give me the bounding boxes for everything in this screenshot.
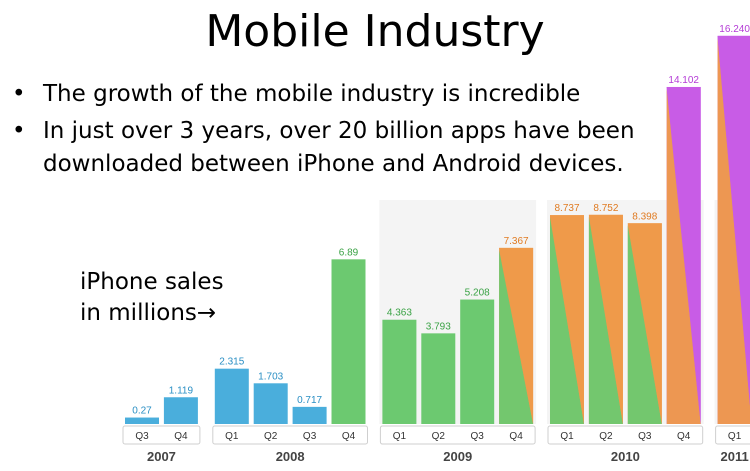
quarter-tick-label: Q1 — [728, 431, 742, 442]
bullet-text: In just over 3 years, over 20 billion ap… — [43, 118, 635, 177]
quarter-tick-label: Q3 — [303, 431, 317, 442]
bar-value-label: 0.27 — [132, 406, 152, 417]
quarter-tick-label: Q4 — [342, 431, 356, 442]
quarter-tick-label: Q1 — [225, 431, 239, 442]
year-label: 2011 — [720, 449, 748, 464]
bar-diagonal-overlay — [717, 35, 750, 406]
bullet-item: • In just over 3 years, over 20 billion … — [8, 115, 648, 181]
bar-value-label: 6.89 — [339, 247, 359, 258]
bar-value-label: 8.398 — [632, 211, 657, 222]
bar — [331, 259, 366, 424]
quarter-tick-label: Q2 — [599, 431, 613, 442]
quarter-tick-label: Q2 — [264, 431, 278, 442]
bullet-list: • The growth of the mobile industry is i… — [8, 78, 648, 185]
chart-side-label-line2: in millions→ — [80, 300, 217, 326]
quarter-tick-label: Q1 — [393, 431, 407, 442]
bar-value-label: 2.315 — [219, 357, 244, 368]
bullet-dot-icon: • — [12, 118, 26, 144]
chart-side-label-line1: iPhone sales — [80, 269, 224, 295]
quarter-tick-label: Q2 — [432, 431, 446, 442]
bar — [253, 383, 288, 424]
bullet-text: The growth of the mobile industry is inc… — [43, 81, 581, 107]
bar-diagonal-fill — [588, 216, 623, 424]
bar-value-label: 5.208 — [465, 288, 490, 299]
quarter-axis-box — [212, 425, 368, 445]
bar-diagonal-overlay — [499, 247, 534, 424]
bullet-item: • The growth of the mobile industry is i… — [8, 78, 648, 111]
bar-diagonal-fill — [627, 225, 662, 424]
quarter-axis-box — [715, 425, 750, 445]
bar-value-label: 14.102 — [668, 75, 699, 86]
bar — [292, 406, 327, 424]
quarter-tick-label: Q1 — [560, 431, 574, 442]
quarter-tick-label: Q4 — [174, 431, 188, 442]
quarter-axis-box — [379, 425, 536, 445]
year-label: 2008 — [276, 449, 305, 464]
bar — [214, 368, 249, 424]
bar-value-label: 1.703 — [258, 371, 283, 382]
bar-value-label: 4.363 — [387, 308, 412, 319]
quarter-axis-box — [547, 425, 704, 445]
slide-title: Mobile Industry — [205, 6, 545, 57]
year-label: 2010 — [611, 449, 640, 464]
bar-value-label: 8.737 — [554, 203, 579, 214]
bullet-dot-icon: • — [12, 81, 26, 107]
bar — [163, 397, 198, 424]
year-label: 2007 — [147, 449, 176, 464]
quarter-tick-label: Q3 — [135, 431, 149, 442]
quarter-tick-label: Q4 — [677, 431, 691, 442]
bar — [382, 319, 417, 424]
bar-diagonal-overlay — [588, 214, 623, 424]
quarter-tick-label: Q3 — [638, 431, 652, 442]
bar-diagonal-overlay — [550, 215, 584, 424]
quarter-tick-label: Q3 — [471, 431, 485, 442]
bar-value-label: 3.793 — [426, 321, 451, 332]
bar-diagonal-overlay — [627, 223, 662, 424]
bar-diagonal-fill — [666, 88, 701, 425]
bar-value-label: 7.367 — [504, 236, 529, 247]
bar — [421, 333, 456, 424]
bar-diagonal-fill — [550, 217, 584, 424]
bar-value-label: 0.717 — [297, 395, 322, 406]
bar — [125, 417, 159, 424]
quarter-tick-label: Q4 — [509, 431, 523, 442]
bar-diagonal-overlay — [666, 86, 701, 425]
chart-side-label: iPhone sales in millions→ — [80, 267, 224, 329]
bar-value-label: 8.752 — [593, 203, 618, 214]
bar-value-label: 16.240 — [719, 24, 750, 35]
bar-value-label: 1.119 — [169, 385, 194, 396]
bar — [460, 299, 495, 424]
quarter-axis-box — [122, 425, 201, 445]
year-label: 2009 — [443, 449, 472, 464]
bar-diagonal-fill — [499, 249, 534, 424]
bar-diagonal-fill — [717, 37, 750, 424]
